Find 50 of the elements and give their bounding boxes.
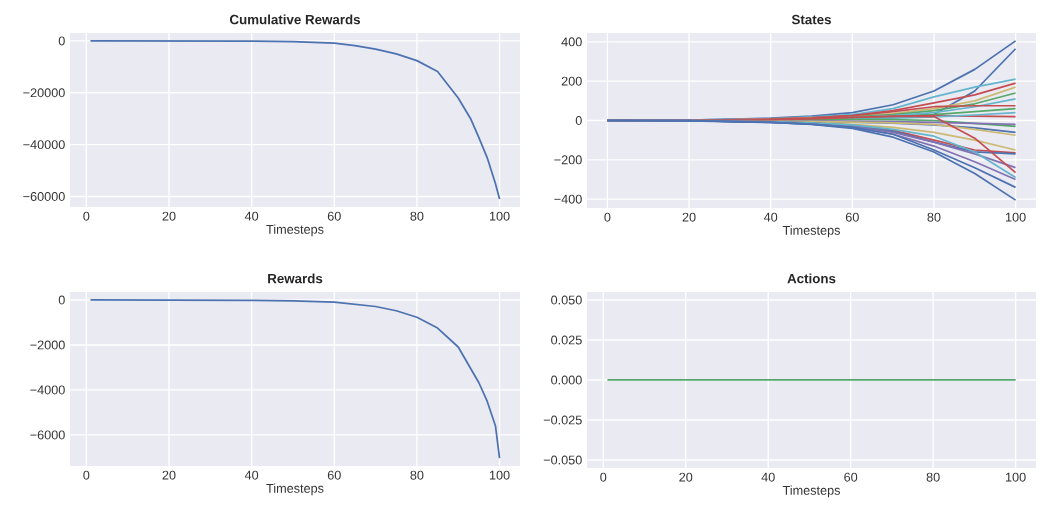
y-tick-label: −2000 [30,340,65,350]
y-tick-label: 0.050 [551,295,582,305]
x-tick-label: 80 [926,472,940,482]
x-tick-label: 60 [327,470,341,480]
x-tick-label: 0 [600,472,607,482]
x-tick-label: 60 [844,472,858,482]
x-tick-label: 20 [679,472,693,482]
chart-title: Actions [787,273,836,284]
x-tick-label: 0 [604,212,611,222]
x-tick-label: 0 [83,470,90,480]
y-tick-label: −60000 [23,192,65,201]
x-tick-label: 20 [682,212,696,222]
y-tick-label: 0.025 [551,335,582,345]
x-axis-title: Timesteps [782,485,841,498]
y-tick-label: 0.000 [551,375,582,385]
x-tick-label: 80 [410,211,424,221]
x-tick-label: 60 [327,211,341,221]
y-tick-label: −40000 [23,140,65,150]
y-tick-label: −0.025 [543,415,582,425]
y-tick-label: 200 [561,76,582,86]
chart-title: Rewards [268,273,323,284]
y-tick-label: −0.050 [543,455,582,465]
y-tick-label: 0 [58,295,65,305]
x-tick-label: 40 [761,472,775,482]
y-tick-label: −200 [554,155,582,165]
y-tick-label: 0 [58,36,65,46]
x-tick-label: 100 [489,470,510,480]
y-tick-label: −6000 [30,430,65,440]
y-tick-label: 400 [561,37,582,47]
y-tick-label: −4000 [30,385,65,395]
y-tick-label: 0 [575,116,582,125]
x-tick-label: 80 [410,470,424,480]
y-tick-label: −20000 [23,88,65,98]
x-tick-label: 0 [83,211,90,221]
x-tick-label: 100 [1005,212,1026,222]
x-tick-label: 80 [927,212,941,222]
x-tick-label: 20 [162,211,176,221]
x-tick-label: 40 [244,470,259,480]
chart-title: Cumulative Rewards [229,14,361,25]
x-axis-title: Timesteps [782,225,841,238]
y-tick-label: −400 [554,194,582,204]
x-tick-label: 100 [1005,472,1026,482]
x-axis-title: Timesteps [266,224,324,237]
x-tick-label: 20 [162,470,176,480]
x-tick-label: 40 [763,212,778,222]
x-tick-label: 60 [845,212,859,222]
x-axis-title: Timesteps [266,483,324,496]
x-tick-label: 100 [489,211,510,221]
x-tick-label: 40 [244,211,259,221]
chart-title: States [791,14,831,25]
